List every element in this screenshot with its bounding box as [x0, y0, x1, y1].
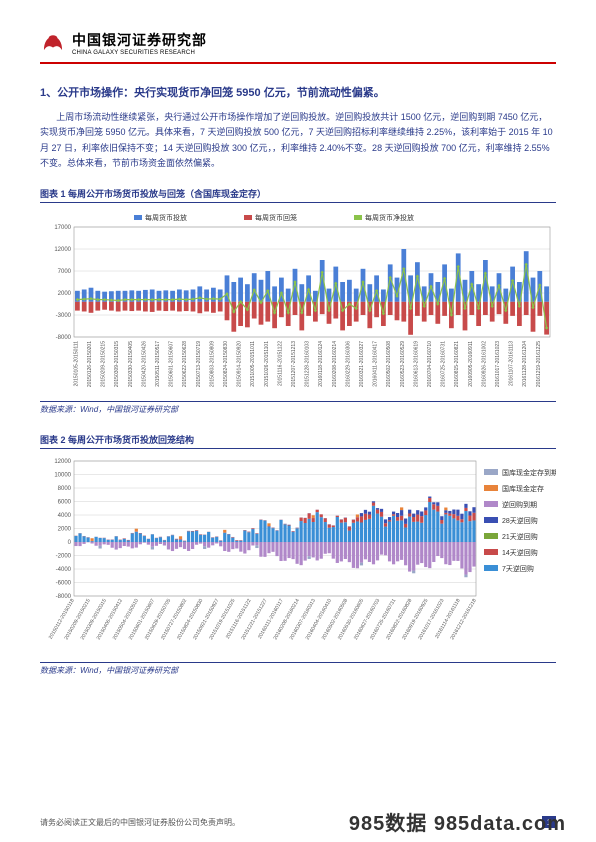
- svg-text:12000: 12000: [54, 247, 71, 253]
- svg-text:20151026-20151101: 20151026-20151101: [264, 341, 270, 387]
- company-header: 中国银河证券研究部 CHINA GALAXY SECURITIES RESEAR…: [40, 30, 556, 64]
- svg-text:6000: 6000: [58, 500, 72, 506]
- svg-text:每周货币净投放: 每周货币净投放: [365, 213, 414, 222]
- svg-text:8000: 8000: [58, 486, 72, 492]
- svg-text:20160208-20160214: 20160208-20160214: [332, 341, 338, 387]
- svg-text:20150713-20150719: 20150713-20150719: [196, 341, 202, 387]
- svg-text:20150126-20150201: 20150126-20150201: [87, 341, 93, 387]
- svg-text:20160411-20160417: 20160411-20160417: [373, 341, 379, 387]
- logo-icon: [40, 32, 66, 54]
- svg-text:-6000: -6000: [56, 581, 72, 587]
- svg-text:20160704-20160710: 20160704-20160710: [427, 341, 433, 387]
- svg-text:20160725-20160731: 20160725-20160731: [441, 341, 447, 387]
- svg-text:20150914-20150920: 20150914-20150920: [237, 341, 243, 387]
- chart1-source: 数据来源：Wind，中国银河证券研究部: [40, 401, 556, 415]
- svg-text:20160523-20160529: 20160523-20160529: [400, 341, 406, 387]
- chart2-title: 图表 2 每周公开市场货币投放回笼结构: [40, 433, 556, 449]
- svg-text:-4000: -4000: [56, 567, 72, 573]
- svg-text:每周货币投放: 每周货币投放: [145, 213, 187, 222]
- svg-text:20150601-20150607: 20150601-20150607: [169, 341, 175, 387]
- svg-text:20160926-20161002: 20160926-20161002: [481, 341, 487, 387]
- svg-text:20150803-20150809: 20150803-20150809: [209, 341, 215, 387]
- svg-text:20151207-20151213: 20151207-20151213: [291, 341, 297, 387]
- svg-text:2000: 2000: [58, 527, 72, 533]
- chart2-source: 数据来源：Wind，中国银河证券研究部: [40, 662, 556, 676]
- chart1-svg: -8000 -3000 2000 7000 12000 17000 20150105-201…: [40, 207, 556, 397]
- svg-text:4000: 4000: [58, 513, 72, 519]
- svg-text:20160118-20160124: 20160118-20160124: [318, 341, 324, 387]
- svg-text:7000: 7000: [58, 269, 72, 275]
- logo-text-cn: 中国银河证券研究部: [72, 30, 207, 50]
- svg-text:20150420-20150426: 20150420-20150426: [141, 341, 147, 387]
- svg-text:20161107-20161113: 20161107-20161113: [509, 341, 515, 386]
- svg-text:20160502-20160508: 20160502-20160508: [386, 341, 392, 387]
- svg-text:10000: 10000: [54, 473, 71, 479]
- svg-text:28天逆回购: 28天逆回购: [502, 516, 538, 525]
- svg-text:0: 0: [68, 540, 72, 546]
- svg-text:-2000: -2000: [56, 554, 72, 560]
- watermark: 985数据 985data.com: [349, 807, 566, 836]
- chart1-container: -8000 -3000 2000 7000 12000 17000 20150105-201…: [40, 207, 556, 397]
- logo-text-en: CHINA GALAXY SECURITIES RESEARCH: [72, 50, 207, 56]
- section-title: 1、公开市场操作：央行实现货币净回笼 5950 亿元，节前流动性偏紧。: [40, 84, 556, 100]
- svg-text:2000: 2000: [58, 291, 72, 297]
- svg-text:20150209-20150215: 20150209-20150215: [101, 341, 107, 387]
- svg-text:7天逆回购: 7天逆回购: [502, 564, 534, 573]
- svg-text:国库现金定存: 国库现金定存: [502, 484, 544, 493]
- svg-text:20150824-20150830: 20150824-20150830: [223, 341, 229, 387]
- svg-text:20150309-20150315: 20150309-20150315: [114, 341, 120, 387]
- logo-text-block: 中国银河证券研究部 CHINA GALAXY SECURITIES RESEAR…: [72, 30, 207, 56]
- chart1-title: 图表 1 每周公开市场货币投放与回笼（含国库现金定存）: [40, 187, 556, 203]
- svg-text:20150511-20150517: 20150511-20150517: [155, 341, 161, 387]
- svg-text:20151116-20151122: 20151116-20151122: [277, 341, 283, 386]
- svg-text:-3000: -3000: [56, 313, 72, 319]
- svg-text:20151005-20151011: 20151005-20151011: [250, 341, 256, 387]
- svg-text:12000: 12000: [54, 459, 71, 465]
- svg-text:20160321-20160327: 20160321-20160327: [359, 341, 365, 387]
- svg-text:14天逆回购: 14天逆回购: [502, 548, 538, 557]
- svg-text:20161017-20161023: 20161017-20161023: [495, 341, 501, 387]
- svg-text:20160613-20160619: 20160613-20160619: [413, 341, 419, 387]
- svg-text:逆回购到期: 逆回购到期: [502, 500, 537, 509]
- svg-text:20150105-20150111: 20150105-20150111: [73, 341, 79, 387]
- svg-text:每周货币回笼: 每周货币回笼: [255, 213, 297, 222]
- footer-disclaimer: 请务必阅读正文最后的中国银河证券股份公司免责声明。: [40, 817, 240, 828]
- svg-text:20150330-20150405: 20150330-20150405: [128, 341, 134, 387]
- svg-text:-8000: -8000: [56, 335, 72, 341]
- svg-text:20151228-20160103: 20151228-20160103: [305, 341, 311, 387]
- svg-text:20160229-20160306: 20160229-20160306: [345, 341, 351, 387]
- body-paragraph: 上周市场流动性继续紧张，央行通过公开市场操作增加了逆回购投放。逆回购投放共计 1…: [40, 110, 556, 171]
- svg-text:17000: 17000: [54, 225, 71, 231]
- chart2-container: -8000-6000-4000-200002000400060008000100…: [40, 453, 556, 658]
- svg-text:21天逆回购: 21天逆回购: [502, 532, 538, 541]
- svg-text:20160905-20160911: 20160905-20160911: [468, 341, 474, 387]
- svg-text:国库现金定存到期: 国库现金定存到期: [502, 468, 556, 477]
- chart2-svg: -8000-6000-4000-200002000400060008000100…: [40, 453, 556, 658]
- svg-text:20161219-20161225: 20161219-20161225: [536, 341, 542, 387]
- svg-text:20161128-20161204: 20161128-20161204: [522, 341, 528, 387]
- svg-text:20160815-20160821: 20160815-20160821: [454, 341, 460, 387]
- svg-text:20150622-20150628: 20150622-20150628: [182, 341, 188, 387]
